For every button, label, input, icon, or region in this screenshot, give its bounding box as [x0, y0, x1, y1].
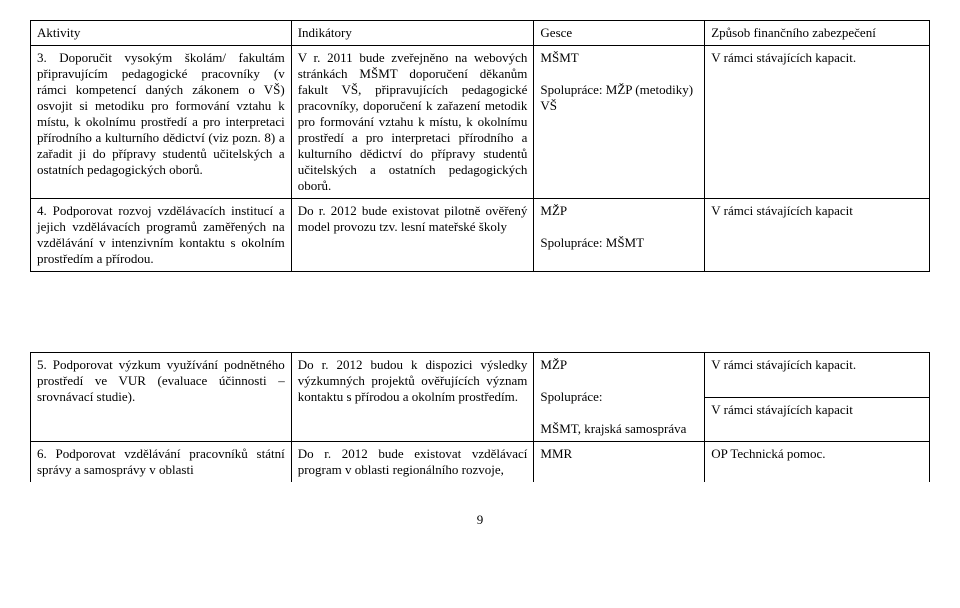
header-gesce: Gesce	[534, 21, 705, 46]
main-table: Aktivity Indikátory Gesce Způsob finančn…	[30, 20, 930, 272]
cell-gesce: MMR	[534, 442, 705, 483]
table-header-row: Aktivity Indikátory Gesce Způsob finančn…	[31, 21, 930, 46]
cell-indikatory: Do r. 2012 bude existovat pilotně ověřen…	[291, 199, 534, 272]
table-row: 6. Podporovat vzdělávání pracovníků stát…	[31, 442, 930, 483]
cell-aktivity: 5. Podporovat výzkum využívání podnětnéh…	[31, 353, 292, 442]
cell-zpusob-a: V rámci stávajících kapacit.	[705, 353, 930, 398]
table-row: 3. Doporučit vysokým školám/ fakultám př…	[31, 46, 930, 199]
cell-aktivity: 3. Doporučit vysokým školám/ fakultám př…	[31, 46, 292, 199]
header-zpusob: Způsob finančního zabezpečení	[705, 21, 930, 46]
cell-zpusob-b: V rámci stávajících kapacit	[705, 397, 930, 442]
cell-aktivity: 4. Podporovat rozvoj vzdělávacích instit…	[31, 199, 292, 272]
cell-aktivity: 6. Podporovat vzdělávání pracovníků stát…	[31, 442, 292, 483]
table-row: 4. Podporovat rozvoj vzdělávacích instit…	[31, 199, 930, 272]
cell-indikatory: Do r. 2012 budou k dispozici výsledky vý…	[291, 353, 534, 442]
cell-gesce: MŠMT Spolupráce: MŽP (metodiky) VŠ	[534, 46, 705, 199]
cell-indikatory: Do r. 2012 bude existovat vzdělávací pro…	[291, 442, 534, 483]
page-number: 9	[30, 512, 930, 528]
table-row: 5. Podporovat výzkum využívání podnětnéh…	[31, 353, 930, 398]
cell-gesce: MŽP Spolupráce: MŠMT, krajská samospráva	[534, 353, 705, 442]
cell-indikatory: V r. 2011 bude zveřejněno na webových st…	[291, 46, 534, 199]
second-table: 5. Podporovat výzkum využívání podnětnéh…	[30, 352, 930, 482]
cell-zpusob: OP Technická pomoc.	[705, 442, 930, 483]
table-gap	[30, 272, 930, 352]
header-aktivity: Aktivity	[31, 21, 292, 46]
header-indikatory: Indikátory	[291, 21, 534, 46]
cell-gesce: MŽP Spolupráce: MŠMT	[534, 199, 705, 272]
cell-zpusob: V rámci stávajících kapacit	[705, 199, 930, 272]
cell-zpusob: V rámci stávajících kapacit.	[705, 46, 930, 199]
